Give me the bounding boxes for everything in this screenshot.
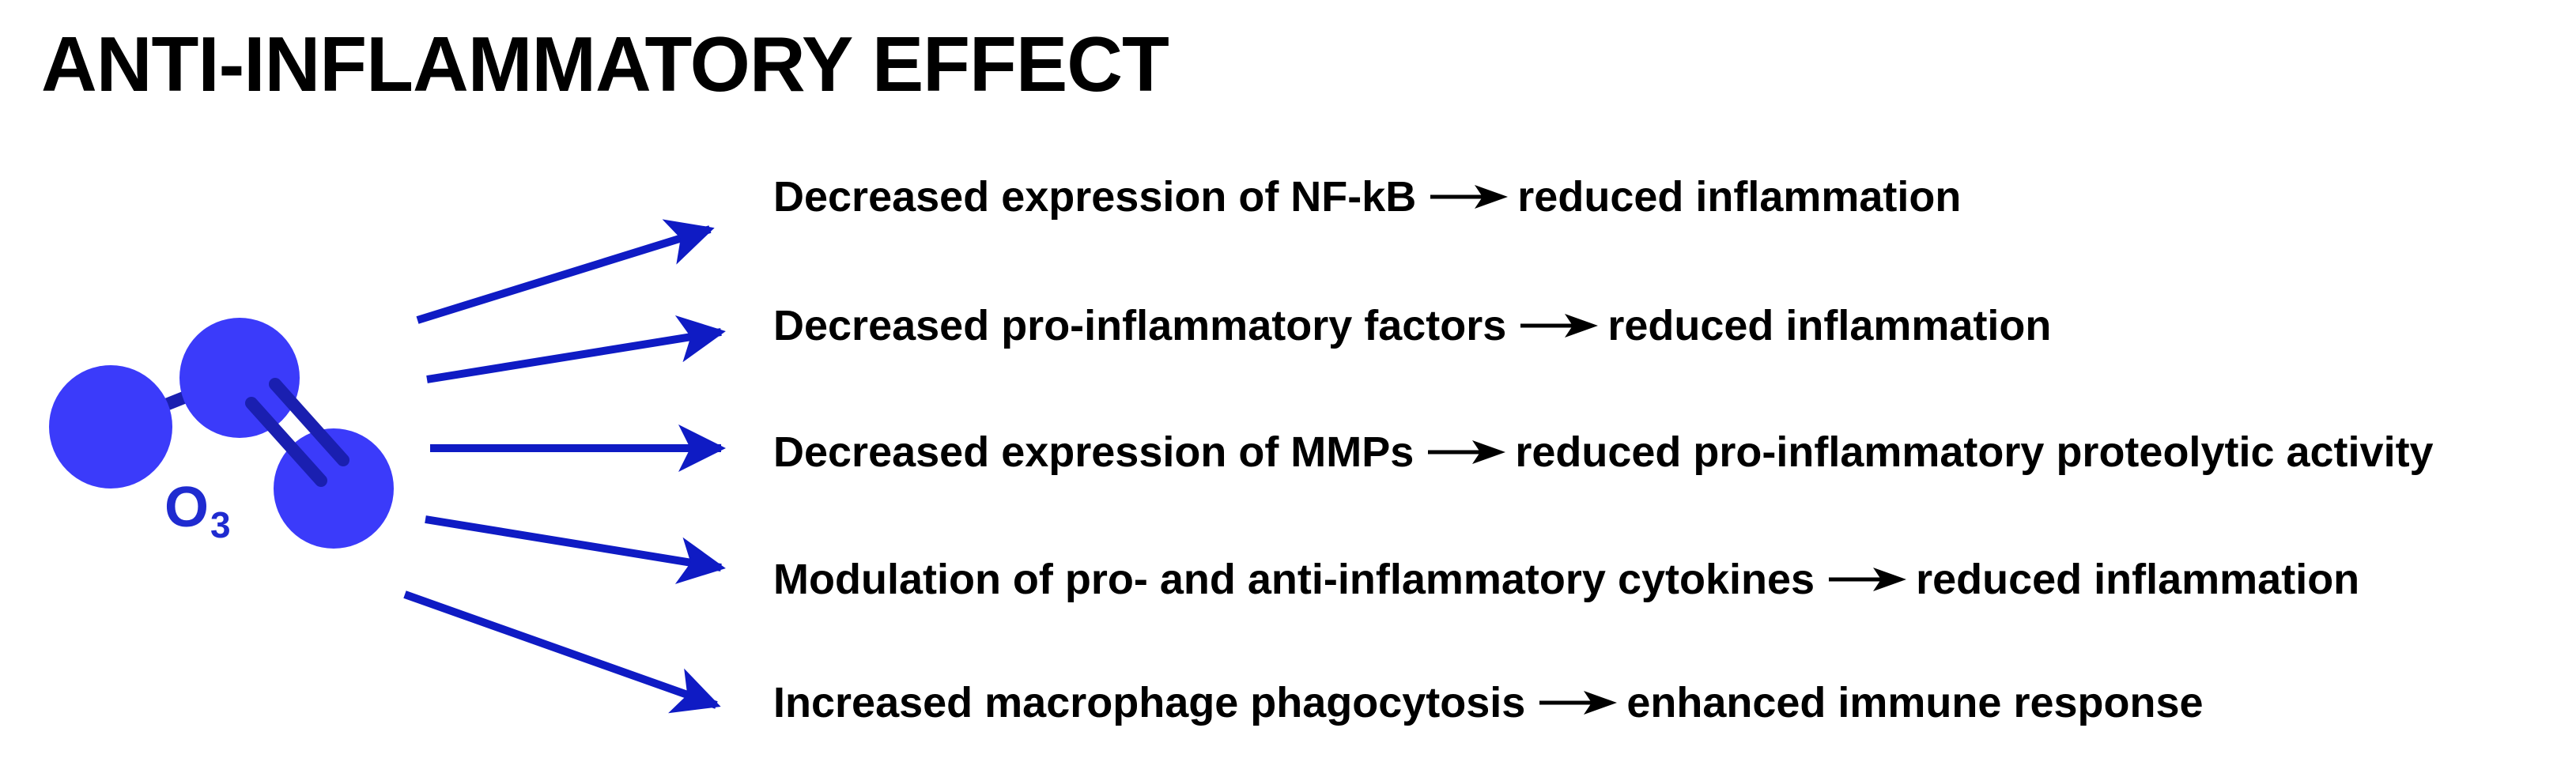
effect-cause: Modulation of pro- and anti-inflammatory… — [773, 556, 1815, 603]
effect-row: Modulation of pro- and anti-inflammatory… — [773, 558, 2359, 601]
double-bond-line-1 — [245, 397, 327, 487]
effect-result: reduced inflammation — [1916, 556, 2360, 603]
ozone-formula-label: O3 — [164, 479, 231, 543]
effect-cause: Increased macrophage phagocytosis — [773, 679, 1526, 726]
right-arrow-icon — [1520, 314, 1599, 338]
effect-arrow-4 — [425, 515, 726, 584]
effect-result: enhanced immune response — [1626, 679, 2204, 726]
effect-cause: Decreased expression of MMPs — [773, 428, 1415, 476]
effect-result: reduced inflammation — [1607, 302, 2052, 349]
ozone-subscript: 3 — [210, 504, 231, 545]
effect-arrows — [403, 219, 726, 714]
right-arrow-icon — [1430, 185, 1509, 209]
effect-cause: Decreased expression of NF-kB — [773, 173, 1417, 221]
right-arrow-icon — [1829, 568, 1907, 591]
effect-row: Decreased expression of MMPs reduced pro… — [773, 431, 2434, 473]
double-bond-line-2 — [269, 378, 349, 466]
effect-row: Increased macrophage phagocytosis enhanc… — [773, 681, 2204, 724]
effect-arrow-5 — [403, 590, 721, 714]
page-title: ANTI-INFLAMMATORY EFFECT — [41, 21, 1169, 108]
oxygen-atom-top — [179, 318, 300, 438]
effect-result: reduced inflammation — [1517, 173, 1962, 221]
ozone-symbol: O — [164, 476, 210, 539]
right-arrow-icon — [1428, 440, 1506, 464]
effect-arrow-2 — [426, 315, 726, 383]
right-arrow-icon — [1539, 691, 1618, 715]
oxygen-atom-left — [49, 365, 172, 489]
effect-result: reduced pro-inflammatory proteolytic act… — [1515, 428, 2434, 476]
effect-cause: Decreased pro-inflammatory factors — [773, 302, 1507, 349]
effect-row: Decreased pro-inflammatory factors reduc… — [773, 304, 2051, 347]
effect-arrow-1 — [416, 219, 715, 324]
ozone-molecule-icon — [49, 318, 394, 549]
effect-row: Decreased expression of NF-kB reduced in… — [773, 175, 1961, 218]
